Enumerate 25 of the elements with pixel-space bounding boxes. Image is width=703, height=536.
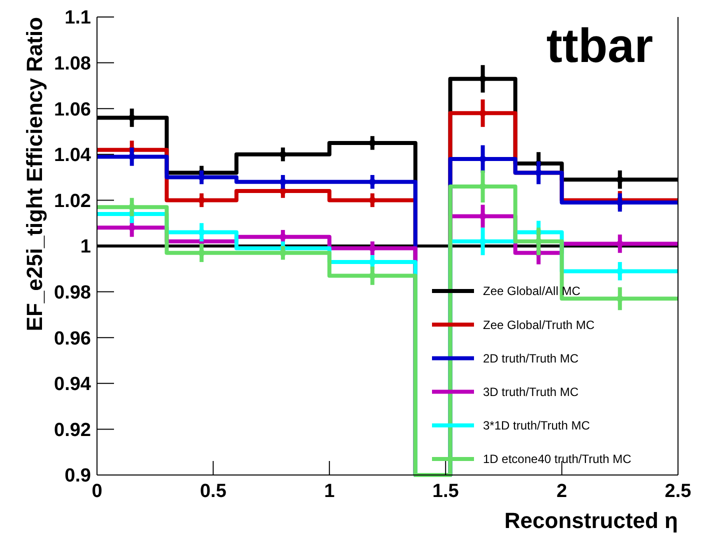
y-axis-title: EF_e25i_tight Efficiency Ratio xyxy=(22,17,47,332)
chart-title: ttbar xyxy=(546,20,653,73)
y-tick-label: 1.04 xyxy=(54,145,92,166)
x-tick-label: 0.5 xyxy=(200,481,227,502)
x-tick-label: 2.5 xyxy=(664,481,692,502)
x-tick-label: 1.5 xyxy=(432,481,460,502)
y-tick-label: 0.94 xyxy=(54,374,92,396)
legend-label: Zee Global/Truth MC xyxy=(483,318,595,332)
y-tick-label: 0.96 xyxy=(54,328,91,350)
x-tick-label: 0 xyxy=(92,481,102,502)
x-tick-label: 2 xyxy=(556,481,568,502)
y-tick-label: 1 xyxy=(80,236,92,258)
y-tick-label: 0.92 xyxy=(54,420,91,441)
legend-label: 3D truth/Truth MC xyxy=(483,385,579,399)
y-tick-label: 1.06 xyxy=(54,99,91,120)
legend-label: 1D etcone40 truth/Truth MC xyxy=(483,452,632,466)
y-tick-label: 1.08 xyxy=(54,53,91,74)
x-axis-title: Reconstructed η xyxy=(504,508,678,533)
x-tick-label: 1 xyxy=(324,481,336,502)
legend-label: 3*1D truth/Truth MC xyxy=(483,418,590,433)
y-tick-label: 0.9 xyxy=(64,466,91,487)
legend-label: 2D truth/Truth MC xyxy=(483,351,579,366)
y-tick-label: 0.98 xyxy=(54,282,91,304)
y-tick-label: 1.1 xyxy=(64,8,92,29)
y-tick-label: 1.02 xyxy=(54,190,91,212)
